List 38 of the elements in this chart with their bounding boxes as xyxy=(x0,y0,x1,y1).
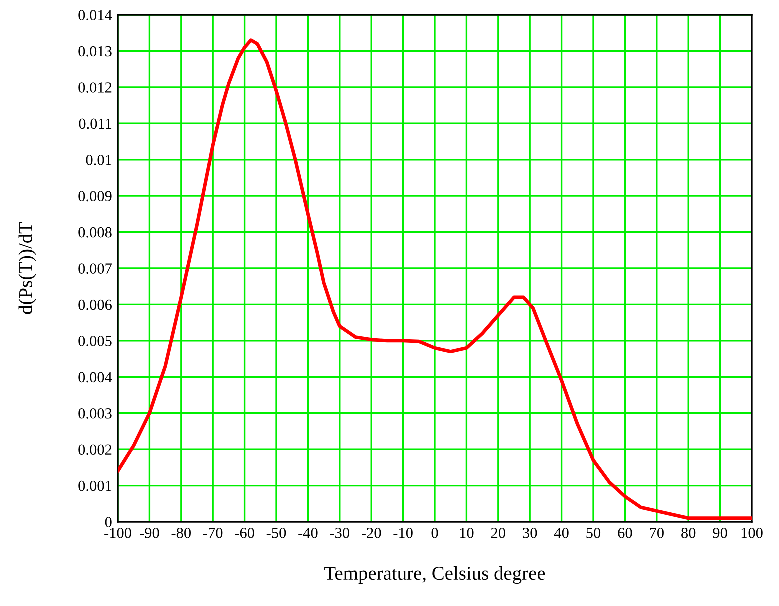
x-tick-label: -60 xyxy=(235,528,254,538)
x-tick-label: 0 xyxy=(432,528,438,538)
x-tick-label: -30 xyxy=(330,528,350,538)
x-tick-label: 10 xyxy=(460,528,474,538)
y-tick-label: 0.006 xyxy=(78,300,112,310)
x-tick-label: -100 xyxy=(104,528,132,538)
x-tick-label: 70 xyxy=(650,528,664,538)
x-tick-label: -50 xyxy=(266,528,286,538)
x-tick-label: -90 xyxy=(140,528,160,538)
y-tick-label: 0.009 xyxy=(78,191,112,202)
y-tick-label: 0.013 xyxy=(78,46,112,57)
y-tick-label: 0.01 xyxy=(86,155,112,166)
y-tick-label: 0.002 xyxy=(78,444,112,456)
x-tick-label: 50 xyxy=(586,528,601,538)
x-tick-label: 20 xyxy=(491,528,506,538)
y-tick-label: 0.001 xyxy=(78,480,112,492)
y-tick-label: 0 xyxy=(105,517,112,528)
x-tick-label: 80 xyxy=(682,528,696,538)
y-tick-label: 0.014 xyxy=(78,10,112,21)
x-tick-label: -80 xyxy=(172,528,191,538)
x-tick-label: 40 xyxy=(554,528,569,538)
x-tick-label: 100 xyxy=(742,528,763,538)
x-tick-label: 60 xyxy=(618,528,632,538)
x-tick-label: -10 xyxy=(394,528,413,538)
x-tick-label: -40 xyxy=(298,528,318,538)
y-axis-title: d(Ps(T))/dT xyxy=(18,222,36,314)
y-tick-label: 0.012 xyxy=(78,82,112,93)
y-tick-label: 0.003 xyxy=(78,408,112,419)
x-tick-label: -20 xyxy=(362,528,382,538)
x-tick-label: 90 xyxy=(713,528,728,538)
y-tick-label: 0.007 xyxy=(78,264,112,274)
x-axis-title: Temperature, Celsius degree xyxy=(324,566,546,584)
y-tick-label: 0.005 xyxy=(78,336,112,346)
x-tick-label: -70 xyxy=(203,528,223,538)
y-tick-label: 0.011 xyxy=(79,118,112,130)
y-tick-label: 0.008 xyxy=(78,227,112,238)
x-tick-label: 30 xyxy=(523,528,538,538)
y-tick-label: 0.004 xyxy=(78,372,112,383)
